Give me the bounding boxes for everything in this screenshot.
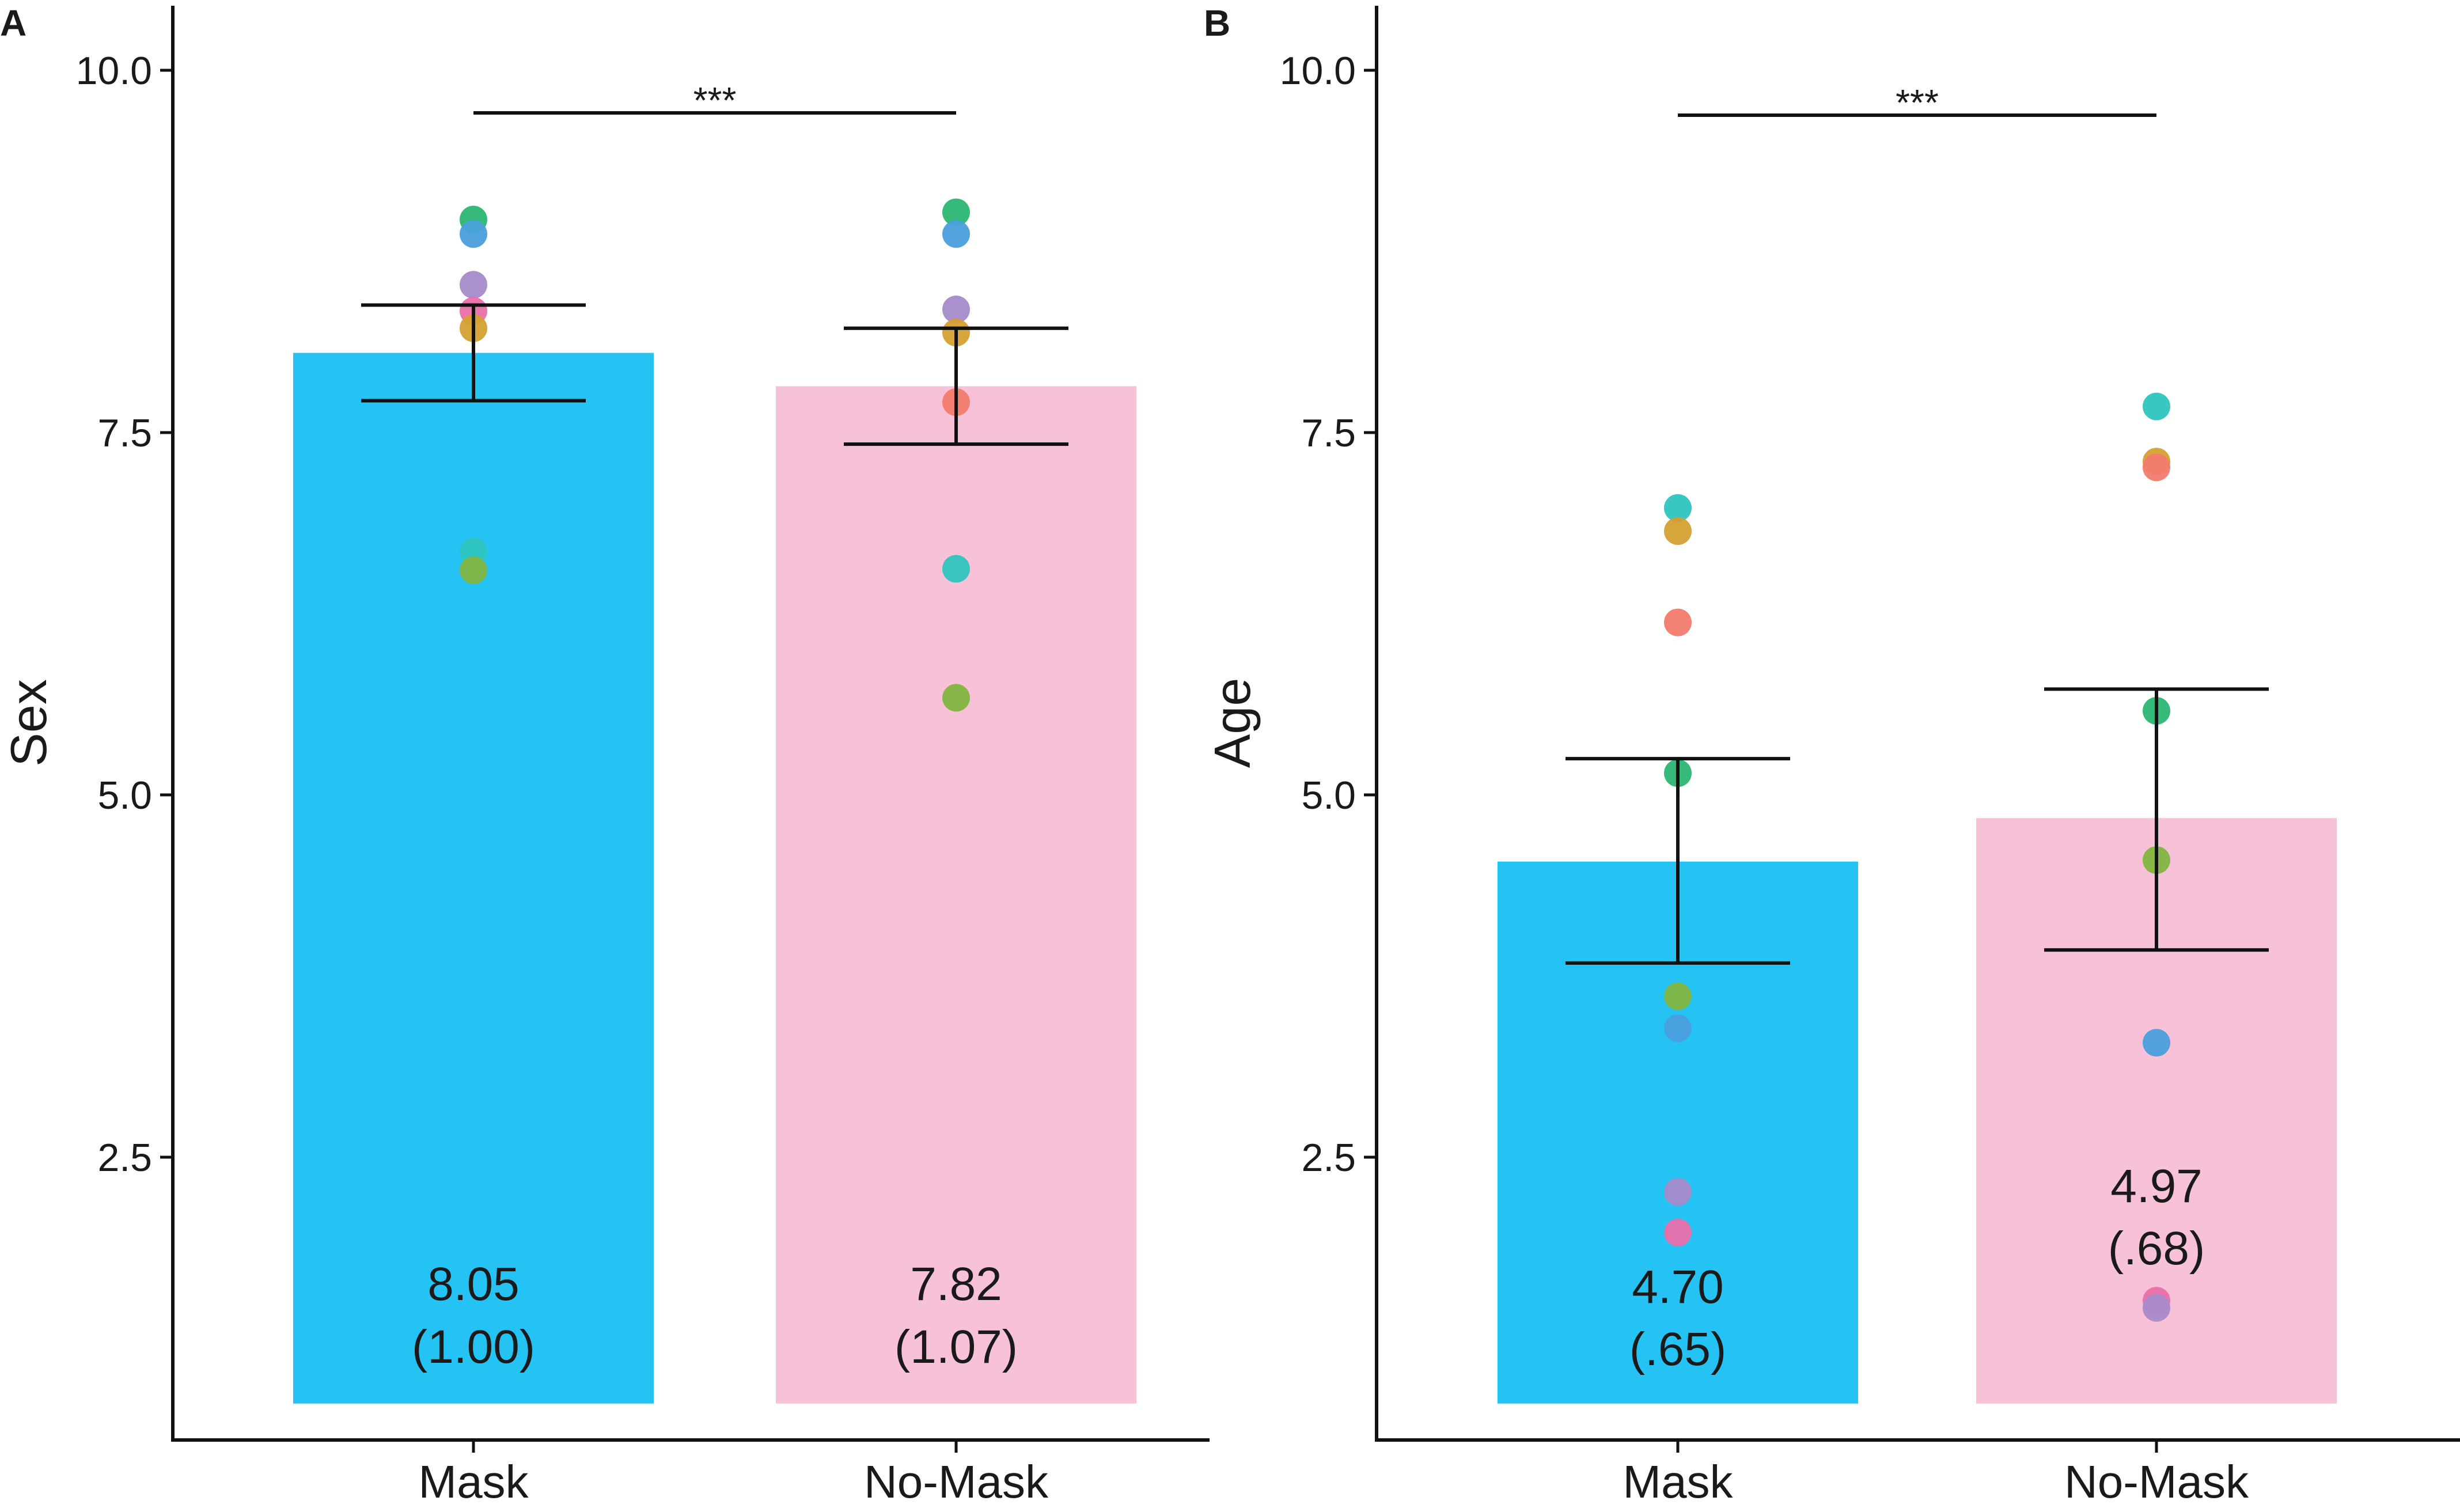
y-axis-title: Age [1204,678,1261,768]
data-point [460,556,487,585]
significance-label: *** [693,79,737,121]
error-bar [1566,757,1790,965]
data-point [942,198,970,226]
significance-label: *** [1896,82,1939,123]
bar-sd-label: (.68) [2108,1222,2205,1275]
y-tick-label: 2.5 [1301,1136,1356,1180]
x-tick-label: No-Mask [2064,1456,2249,1507]
data-point [460,271,487,299]
panel-letter: B [1204,2,1230,44]
data-point [942,555,970,583]
x-tick-label: Mask [1623,1456,1733,1507]
data-point [1664,1178,1692,1206]
data-point [1664,1014,1692,1043]
y-tick-label: 10.0 [1280,49,1356,93]
bar-no-mask [776,386,1136,1404]
panel-a: A 8.05 (1.00) 7.82 (1.07) 2.5 5.0 7.5 10.0 Mask No… [0,2,1210,1507]
panel-letter: A [0,2,26,44]
y-tick-label: 2.5 [97,1136,152,1180]
y-tick-label: 10.0 [76,49,152,93]
y-tick-label: 5.0 [1301,774,1356,817]
x-tick-label: Mask [418,1456,529,1507]
y-tick-label: 7.5 [1301,411,1356,455]
y-axis-title: Sex [0,679,57,767]
y-tick-label: 7.5 [97,411,152,455]
data-point [942,684,970,712]
data-point [942,220,970,248]
data-point [942,295,970,324]
bar-sd-label: (1.00) [412,1321,535,1373]
error-bar [2044,687,2269,952]
data-point [1664,982,1692,1010]
bar-mask [293,353,654,1404]
error-bar [361,303,586,403]
bar-sd-label: (.65) [1629,1323,1727,1375]
data-point [460,220,487,248]
bar-mean-label: 7.82 [910,1258,1002,1310]
x-tick-label: No-Mask [864,1456,1049,1507]
bar-mean-label: 4.70 [1632,1261,1724,1313]
error-bar [844,326,1068,446]
bar-mean-label: 4.97 [2110,1160,2203,1212]
data-point [1664,608,1692,636]
data-point [1664,517,1692,545]
y-tick-label: 5.0 [97,774,152,817]
data-point [2143,1294,2170,1322]
data-point [2143,453,2170,482]
bar-sd-label: (1.07) [894,1321,1018,1373]
panel-b: B 4.70 (.65) 4.97 (.68) 2.5 5.0 7.5 10.0 Mask No-M… [1204,2,2460,1507]
data-point [1664,1218,1692,1246]
bar-mean-label: 8.05 [427,1258,520,1310]
data-point [2143,392,2170,420]
data-point [2143,1029,2170,1057]
data-point [1664,494,1692,522]
